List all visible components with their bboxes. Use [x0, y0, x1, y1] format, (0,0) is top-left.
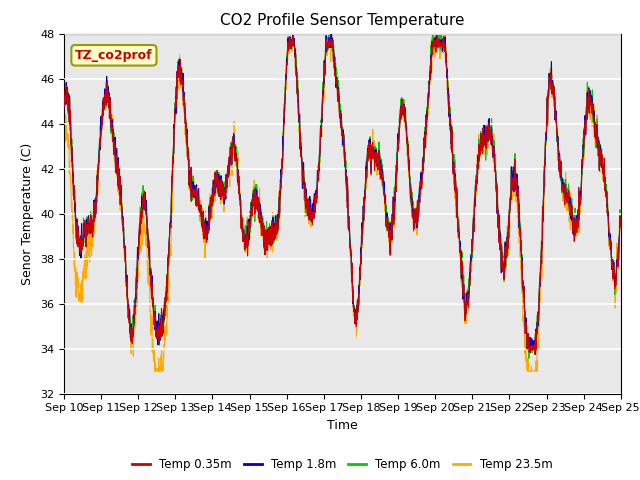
X-axis label: Time: Time [327, 419, 358, 432]
Legend: Temp 0.35m, Temp 1.8m, Temp 6.0m, Temp 23.5m: Temp 0.35m, Temp 1.8m, Temp 6.0m, Temp 2… [127, 454, 557, 476]
Y-axis label: Senor Temperature (C): Senor Temperature (C) [22, 143, 35, 285]
Title: CO2 Profile Sensor Temperature: CO2 Profile Sensor Temperature [220, 13, 465, 28]
Text: TZ_co2prof: TZ_co2prof [75, 49, 153, 62]
